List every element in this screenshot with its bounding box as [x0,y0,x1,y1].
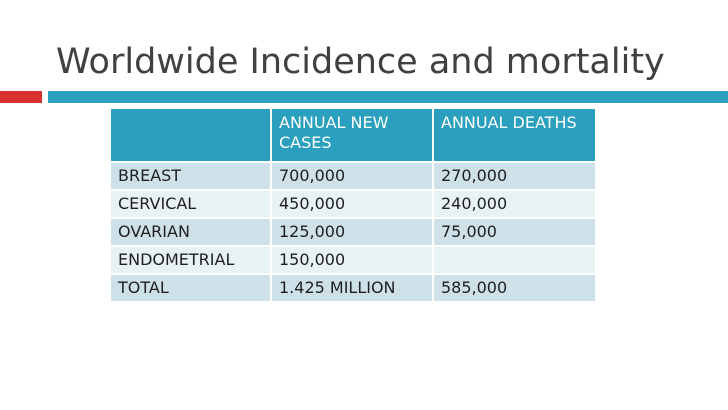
table-cell-new-cases: 1.425 MILLION [270,273,434,303]
slide-title: Worldwide Incidence and mortality [56,42,665,82]
accent-bar-blue [48,91,728,103]
table-row: BREAST 700,000 270,000 [109,161,597,191]
table-cell-cancer-type: CERVICAL [109,189,272,219]
table-cell-new-cases: 150,000 [270,245,434,275]
table-cell-cancer-type: TOTAL [109,273,272,303]
incidence-mortality-table: ANNUAL NEW CASES ANNUAL DEATHS BREAST 70… [109,107,597,303]
accent-bar-red [0,91,42,103]
header-cell-annual-deaths: ANNUAL DEATHS [432,107,597,163]
table-row: CERVICAL 450,000 240,000 [109,189,597,219]
table-row: ENDOMETRIAL 150,000 [109,245,597,275]
header-cell-annual-new-cases: ANNUAL NEW CASES [270,107,434,163]
table-cell-deaths: 585,000 [432,273,597,303]
table-cell-new-cases: 450,000 [270,189,434,219]
header-cell-empty [109,107,272,163]
table-cell-deaths [432,245,597,275]
table-cell-deaths: 75,000 [432,217,597,247]
table-row: TOTAL 1.425 MILLION 585,000 [109,273,597,303]
table-cell-deaths: 270,000 [432,161,597,191]
table-cell-cancer-type: ENDOMETRIAL [109,245,272,275]
table-cell-deaths: 240,000 [432,189,597,219]
table-cell-cancer-type: BREAST [109,161,272,191]
table-cell-new-cases: 700,000 [270,161,434,191]
table-row: OVARIAN 125,000 75,000 [109,217,597,247]
table-cell-new-cases: 125,000 [270,217,434,247]
table-cell-cancer-type: OVARIAN [109,217,272,247]
table-header-row: ANNUAL NEW CASES ANNUAL DEATHS [109,107,597,163]
